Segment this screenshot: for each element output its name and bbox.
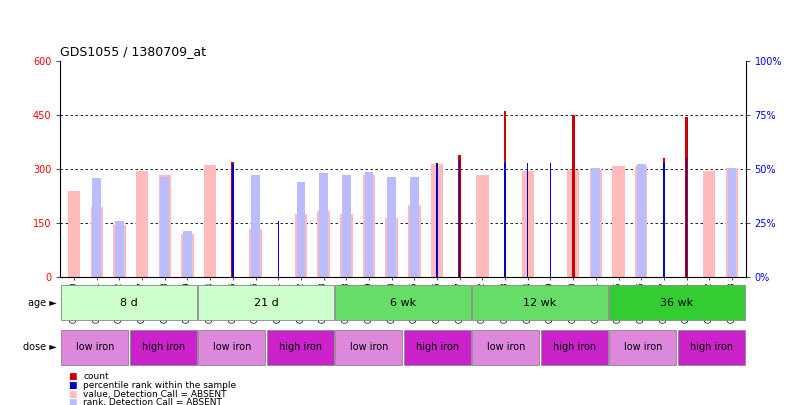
Bar (198, 330, 265, 365)
Bar (130, 330, 197, 365)
Bar (609, 285, 745, 320)
Bar (136, 171, 148, 277)
Bar (472, 330, 539, 365)
Text: dose ►: dose ► (23, 342, 56, 352)
Bar (459, 160, 460, 277)
Bar (364, 172, 373, 277)
Bar (198, 285, 334, 320)
Bar (340, 214, 352, 277)
Bar (181, 234, 193, 277)
Bar (404, 330, 471, 365)
Text: GDS1055 / 1380709_at: GDS1055 / 1380709_at (60, 45, 206, 58)
Bar (592, 168, 600, 277)
Bar (335, 330, 402, 365)
Text: high iron: high iron (142, 342, 185, 352)
Text: 12 wk: 12 wk (523, 298, 557, 308)
Text: low iron: low iron (487, 342, 525, 352)
Bar (160, 177, 169, 277)
Bar (277, 222, 279, 277)
Bar (61, 285, 197, 320)
Bar (436, 162, 438, 277)
Bar (472, 285, 608, 320)
Text: 21 d: 21 d (254, 298, 278, 308)
Bar (319, 173, 328, 277)
Bar (459, 155, 461, 277)
Text: rank, Detection Call = ABSENT: rank, Detection Call = ABSENT (83, 399, 222, 405)
Bar (335, 285, 471, 320)
Bar (637, 164, 646, 277)
Bar (567, 170, 580, 277)
Bar (90, 207, 103, 277)
Text: age ►: age ► (27, 298, 56, 308)
Bar (703, 171, 716, 277)
Bar (93, 178, 101, 277)
Bar (231, 162, 235, 277)
Text: high iron: high iron (279, 342, 322, 352)
Bar (115, 222, 124, 277)
Text: ■: ■ (69, 390, 77, 399)
Text: low iron: low iron (624, 342, 662, 352)
Bar (571, 115, 575, 277)
Bar (663, 162, 665, 277)
Bar (232, 164, 234, 277)
Bar (388, 177, 396, 277)
Text: low iron: low iron (213, 342, 251, 352)
Bar (410, 177, 418, 277)
Bar (251, 175, 260, 277)
Bar (318, 211, 330, 277)
Text: percentile rank within the sample: percentile rank within the sample (83, 381, 236, 390)
Bar (678, 330, 745, 365)
Bar (385, 218, 398, 277)
Bar (521, 171, 534, 277)
Text: ■: ■ (69, 399, 77, 405)
Bar (663, 158, 665, 277)
Text: low iron: low iron (350, 342, 388, 352)
Bar (297, 182, 305, 277)
Text: low iron: low iron (76, 342, 114, 352)
Bar (159, 175, 171, 277)
Text: high iron: high iron (416, 342, 459, 352)
Bar (609, 330, 676, 365)
Bar (613, 166, 625, 277)
Text: high iron: high iron (690, 342, 733, 352)
Text: 6 wk: 6 wk (390, 298, 416, 308)
Bar (589, 169, 602, 277)
Bar (728, 168, 737, 277)
Bar (342, 175, 351, 277)
Bar (68, 191, 81, 277)
Bar (550, 162, 551, 277)
Text: 8 d: 8 d (120, 298, 138, 308)
Text: ■: ■ (69, 381, 77, 390)
Bar (61, 330, 128, 365)
Bar (685, 117, 688, 277)
Text: 36 wk: 36 wk (660, 298, 694, 308)
Bar (430, 164, 443, 277)
Bar (686, 158, 688, 277)
Text: count: count (83, 372, 109, 381)
Bar (113, 225, 126, 277)
Text: high iron: high iron (553, 342, 596, 352)
Bar (204, 166, 217, 277)
Bar (504, 111, 506, 277)
Bar (635, 166, 647, 277)
Bar (725, 168, 738, 277)
Bar (541, 330, 608, 365)
Bar (295, 214, 307, 277)
Bar (408, 205, 421, 277)
Bar (363, 175, 376, 277)
Bar (267, 330, 334, 365)
Bar (183, 231, 192, 277)
Text: value, Detection Call = ABSENT: value, Detection Call = ABSENT (83, 390, 226, 399)
Bar (249, 229, 262, 277)
Bar (527, 162, 529, 277)
Bar (476, 175, 488, 277)
Text: ■: ■ (69, 372, 77, 381)
